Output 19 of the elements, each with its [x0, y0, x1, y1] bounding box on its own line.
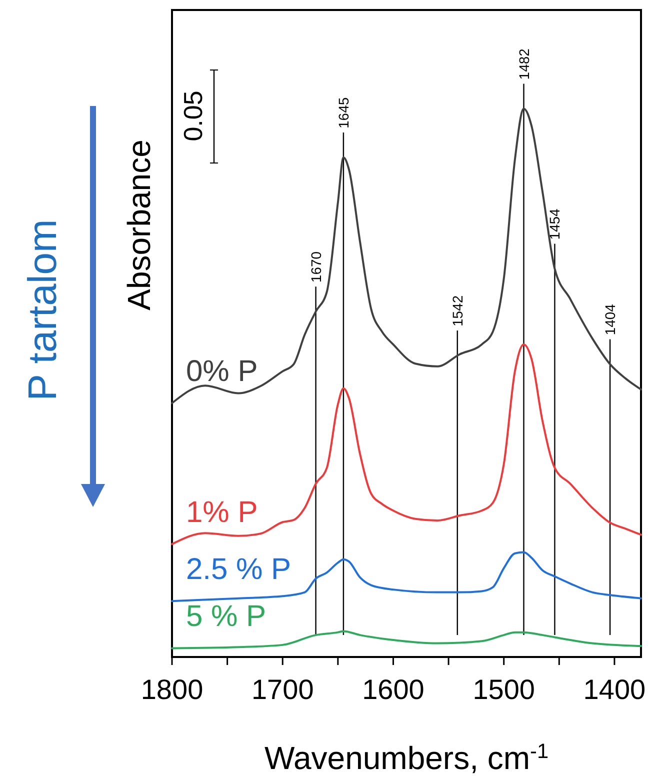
ref-line-label: 1454	[546, 208, 563, 240]
ref-line-label: 1404	[602, 304, 618, 336]
ref-line-label: 1670	[308, 251, 324, 283]
series-label: 2.5 % P	[186, 553, 292, 586]
text: P tartalom	[21, 219, 65, 401]
x-axis-title: Wavenumbers, cm$^{-1}$	[264, 740, 549, 776]
series-label: 1% P	[186, 496, 258, 530]
series-label: 0% P	[186, 355, 258, 388]
ref-line-label: 1482	[516, 48, 532, 80]
x-tick-label: 1600	[362, 674, 424, 705]
x-tick-label: 1400	[583, 674, 646, 705]
ref-line-label: 1542	[449, 295, 466, 327]
ref-line-label: 1645	[335, 97, 352, 128]
annotation: 0.05	[178, 90, 208, 142]
x-tick-label: 1700	[251, 674, 314, 705]
y-axis-title: Absorbance	[121, 140, 157, 310]
x-tick-label: 1800	[140, 674, 204, 705]
x-tick-label: 1500	[472, 674, 535, 705]
series-label: 5 % P	[186, 600, 266, 634]
